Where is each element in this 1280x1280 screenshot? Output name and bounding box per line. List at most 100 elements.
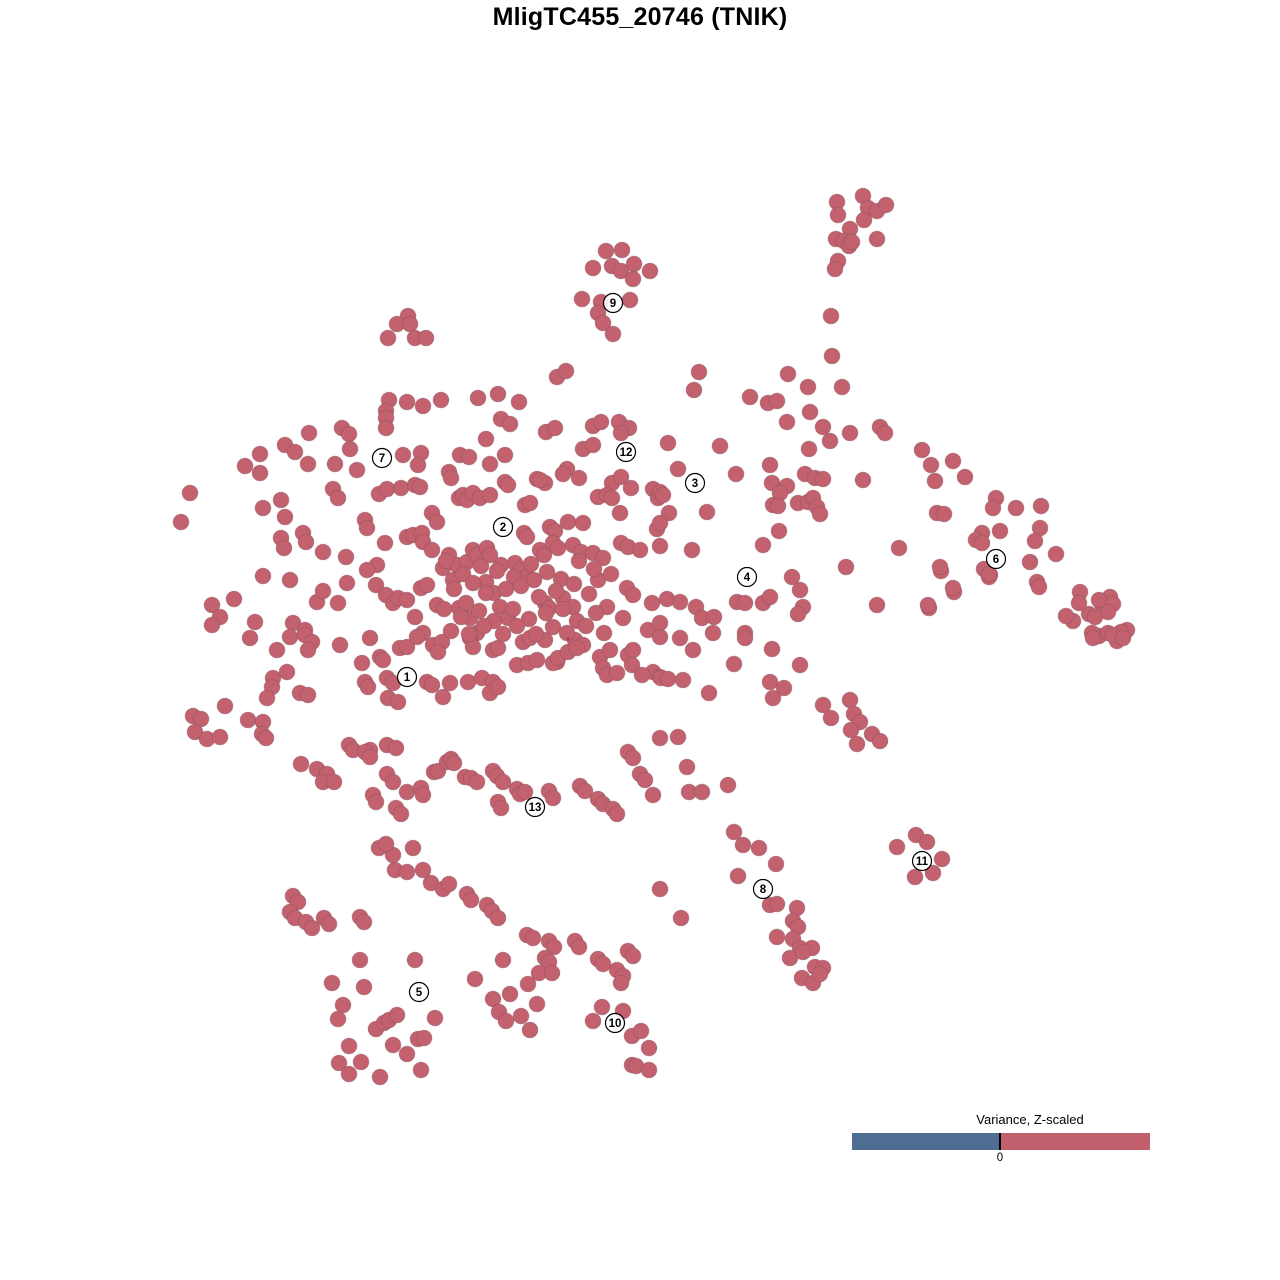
data-point	[614, 609, 632, 627]
data-point	[466, 970, 484, 988]
data-point	[428, 513, 446, 531]
data-point	[355, 913, 373, 931]
data-point	[392, 805, 410, 823]
data-point	[251, 445, 269, 463]
data-point	[906, 868, 924, 886]
cluster-label-8: 8	[752, 878, 774, 900]
data-point	[352, 1053, 370, 1071]
data-point	[426, 1009, 444, 1027]
data-point	[764, 689, 782, 707]
data-point	[203, 596, 221, 614]
data-point	[888, 838, 906, 856]
data-point	[512, 1007, 530, 1025]
data-point	[683, 541, 701, 559]
data-point	[510, 393, 528, 411]
data-point	[814, 470, 832, 488]
data-point	[254, 567, 272, 585]
data-point	[358, 519, 376, 537]
data-point	[492, 799, 510, 817]
data-point	[842, 721, 860, 739]
data-point	[361, 748, 379, 766]
data-point	[329, 1010, 347, 1028]
data-point	[559, 513, 577, 531]
data-point	[276, 508, 294, 526]
data-point	[612, 468, 630, 486]
data-point	[761, 588, 779, 606]
data-point	[584, 1012, 602, 1030]
data-point	[685, 381, 703, 399]
data-point	[172, 513, 190, 531]
cluster-label-circle	[602, 292, 624, 314]
data-point	[239, 711, 257, 729]
data-point	[672, 909, 690, 927]
data-point	[643, 594, 661, 612]
data-point	[394, 446, 412, 464]
data-point	[641, 262, 659, 280]
data-point	[1084, 629, 1102, 647]
data-point	[351, 951, 369, 969]
cluster-label-circle	[604, 1012, 626, 1034]
cluster-label-circle	[408, 981, 430, 1003]
data-point	[761, 673, 779, 691]
data-point	[823, 347, 841, 365]
data-point	[576, 782, 594, 800]
cluster-label-2: 2	[492, 516, 514, 538]
data-point	[497, 1012, 515, 1030]
data-point	[323, 974, 341, 992]
data-point	[624, 749, 642, 767]
data-point	[501, 985, 519, 1003]
data-point	[544, 618, 562, 636]
data-point	[612, 424, 630, 442]
data-point	[496, 446, 514, 464]
data-point	[519, 975, 537, 993]
data-point	[340, 425, 358, 443]
data-point	[580, 585, 598, 603]
data-point	[501, 415, 519, 433]
data-point	[814, 418, 832, 436]
data-point	[257, 729, 275, 747]
data-point	[608, 805, 626, 823]
data-point	[377, 835, 395, 853]
data-point	[843, 233, 861, 251]
data-point	[418, 576, 436, 594]
data-point	[275, 539, 293, 557]
data-point	[477, 584, 495, 602]
data-point	[800, 440, 818, 458]
data-point	[547, 582, 565, 600]
data-point	[570, 552, 588, 570]
data-point	[554, 465, 572, 483]
data-point	[794, 943, 812, 961]
data-point	[272, 491, 290, 509]
data-point	[516, 783, 534, 801]
data-point	[414, 861, 432, 879]
data-point	[778, 413, 796, 431]
data-point	[329, 594, 347, 612]
data-point	[1030, 578, 1048, 596]
data-point	[406, 951, 424, 969]
cluster-label-circle	[396, 666, 418, 688]
data-point	[281, 628, 299, 646]
data-point	[973, 534, 991, 552]
data-point	[821, 432, 839, 450]
data-point	[481, 486, 499, 504]
data-point	[991, 522, 1009, 540]
data-point	[546, 419, 564, 437]
data-point	[789, 605, 807, 623]
cluster-label-12: 12	[615, 441, 637, 463]
data-point	[779, 365, 797, 383]
data-point	[445, 580, 463, 598]
cluster-label-text: 3	[692, 478, 698, 490]
cluster-label-circle	[752, 878, 774, 900]
data-point	[719, 776, 737, 794]
cluster-label-4: 4	[736, 566, 758, 588]
data-point	[251, 464, 269, 482]
data-point	[246, 613, 264, 631]
data-point	[489, 678, 507, 696]
data-point	[504, 600, 522, 618]
data-point	[611, 504, 629, 522]
data-point	[841, 691, 859, 709]
cluster-label-text: 10	[609, 1018, 622, 1030]
data-point	[704, 624, 722, 642]
